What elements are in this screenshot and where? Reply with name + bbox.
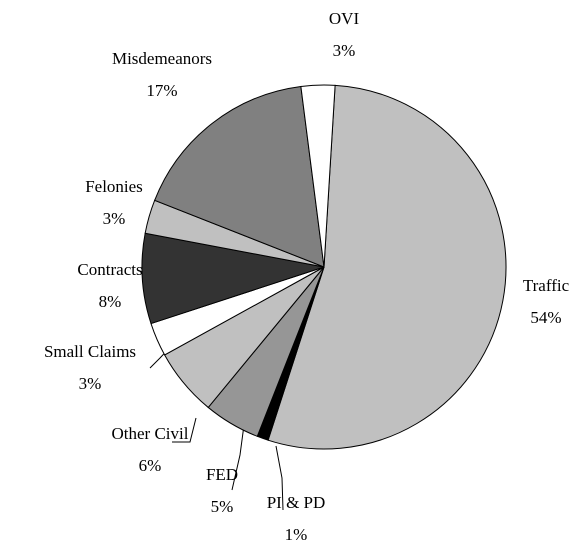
leader-line bbox=[172, 417, 197, 443]
slice-value-label: 6% bbox=[139, 456, 162, 475]
pie-slice bbox=[141, 232, 325, 325]
slice-value-label: 8% bbox=[99, 292, 122, 311]
slice-value-label: 3% bbox=[79, 374, 102, 393]
slice-label: Felonies bbox=[85, 177, 143, 196]
pie-slice bbox=[267, 84, 507, 450]
slice-label: OVI bbox=[329, 9, 360, 28]
slice-value-label: 54% bbox=[530, 308, 561, 327]
slice-label: Contracts bbox=[77, 260, 142, 279]
slice-label: Other Civil bbox=[112, 424, 189, 443]
slice-value-label: 5% bbox=[211, 497, 234, 516]
pie-slice bbox=[300, 84, 336, 268]
leader-line bbox=[231, 424, 245, 491]
slice-label: Traffic bbox=[523, 276, 570, 295]
slice-label: Small Claims bbox=[44, 342, 136, 361]
slice-label: Misdemeanors bbox=[112, 49, 212, 68]
slice-value-label: 3% bbox=[103, 209, 126, 228]
slice-label: PI & PD bbox=[267, 493, 326, 512]
leader-line bbox=[275, 445, 284, 511]
slice-value-label: 1% bbox=[285, 525, 308, 544]
slice-label: FED bbox=[206, 465, 238, 484]
slice-value-label: 17% bbox=[146, 81, 177, 100]
pie-slice bbox=[154, 85, 325, 268]
slice-value-label: 3% bbox=[333, 41, 356, 60]
